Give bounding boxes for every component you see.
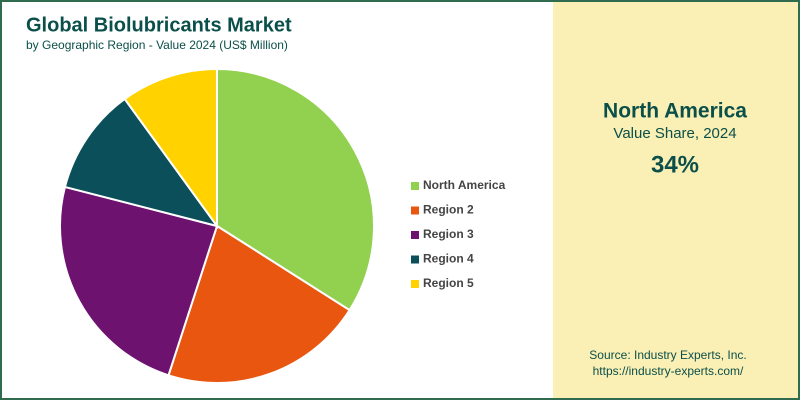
legend-swatch bbox=[411, 280, 419, 288]
legend-swatch bbox=[411, 231, 419, 239]
legend-label: Region 3 bbox=[423, 227, 474, 241]
panel-value: 34% bbox=[651, 151, 699, 178]
legend-label: Region 5 bbox=[423, 276, 474, 290]
chart-subtitle: by Geographic Region - Value 2024 (US$ M… bbox=[26, 38, 288, 52]
legend-label: Region 4 bbox=[423, 252, 474, 266]
legend-swatch bbox=[411, 182, 419, 190]
panel-heading: North America bbox=[603, 100, 747, 123]
source: Source: Industry Experts, Inc. bbox=[589, 348, 746, 362]
pie-slice bbox=[59, 185, 219, 377]
chart-title: Global Biolubricants Market bbox=[26, 14, 292, 36]
pie-slice bbox=[123, 67, 218, 230]
legend-label: North America bbox=[423, 178, 506, 192]
legend-label: Region 2 bbox=[423, 203, 474, 217]
legend-swatch bbox=[411, 206, 419, 215]
pie-slice bbox=[167, 224, 351, 384]
pie-slice bbox=[63, 97, 220, 228]
legend-swatch bbox=[411, 255, 419, 264]
side-panel bbox=[553, 2, 798, 398]
panel-caption: Value Share, 2024 bbox=[613, 125, 736, 142]
source-url: https://industry-experts.com/ bbox=[593, 364, 744, 378]
